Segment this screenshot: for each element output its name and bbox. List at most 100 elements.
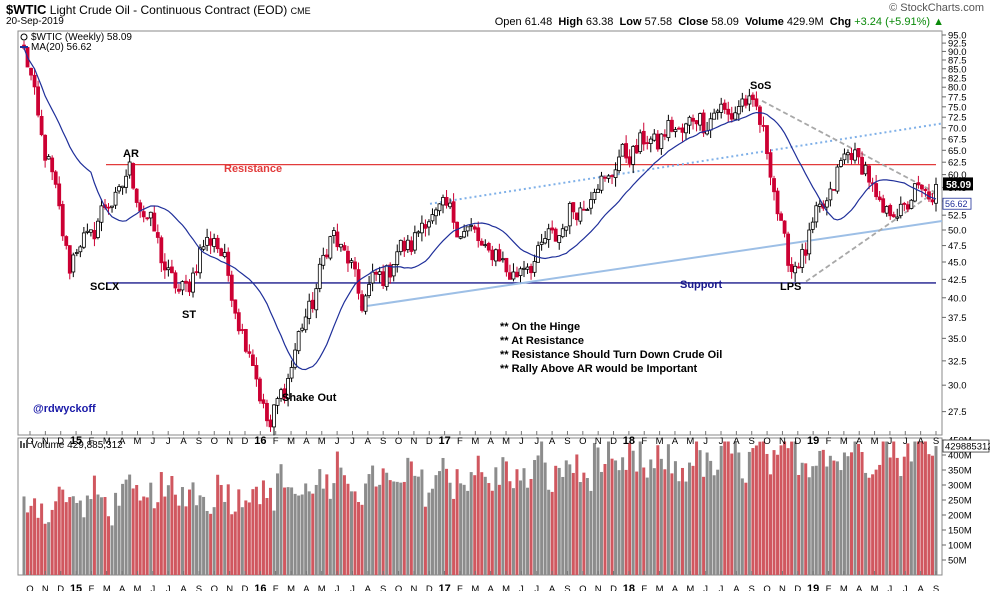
candle-body [677,127,681,130]
volume-bar [705,452,709,575]
x-tick-label: A [917,436,924,447]
volume-bar [339,467,343,575]
y-tick-label: 37.5 [948,313,967,324]
candle-body [268,419,273,428]
instrument-name: Light Crude Oil - Continuous Contract (E… [49,3,288,17]
volume-bar [191,482,195,575]
x-tick-label: O [579,584,586,591]
x-tick-label: N [410,584,417,591]
volume-bar [814,465,818,575]
volume-bar [392,481,396,575]
price-legend: $WTIC (Weekly) 58.09 MA(20) 56.62 [20,32,132,53]
candle-body [293,349,298,368]
volume-bar [247,502,251,575]
volume-bar [857,443,861,575]
ma-legend-text: MA(20) 56.62 [31,42,92,53]
candle-body [888,204,893,217]
candle-body [817,203,822,207]
volume-bar [758,441,762,575]
volume-bar [121,483,125,575]
volume-legend: Volume 429,885,312 [20,440,123,451]
candle-body [740,98,745,107]
volume-bar [311,493,315,575]
volume-bar [835,461,839,575]
candle-body [349,260,354,263]
wyckoff-label-resistance: Resistance [224,163,282,175]
candle-body [691,117,695,122]
candle-body [215,237,220,250]
candle-body [342,245,347,251]
candle-body [624,143,629,159]
candle-body [578,207,583,222]
x-tick-label: M [134,584,142,591]
x-tick-label: N [42,436,49,447]
wyckoff-label-ar: AR [123,148,139,160]
volume-bar [159,472,163,575]
volume-bar [642,467,646,575]
candle-body [99,205,104,223]
candle-body [141,211,146,218]
volume-bar [57,486,61,575]
volume-bar [821,449,825,575]
x-tick-label: 17 [438,435,450,447]
candle-body [437,203,442,212]
volume-bar [515,469,519,575]
candle-body [765,125,769,154]
brand-logo[interactable]: © StockCharts.com [889,2,984,14]
volume-bar [621,457,625,575]
x-tick-label: D [57,436,64,447]
candle-body [78,246,83,253]
x-tick-label: F [273,584,279,591]
candle-body [846,152,850,156]
chart-date: 20-Sep-2019 [6,16,64,27]
x-tick-label: M [103,436,111,447]
x-tick-label: O [211,584,218,591]
volume-bar [557,467,561,575]
candle-body [729,113,734,120]
candle-body [508,272,512,280]
volume-bar [226,484,230,575]
volume-bar [54,501,58,575]
volume-bar [497,484,501,575]
candle-body [377,271,382,275]
candle-body [476,227,481,242]
candle-body [877,196,882,201]
x-tick-label: D [794,584,801,591]
candle-body [606,175,611,179]
volume-bar [709,460,713,575]
price-legend-icon [20,33,28,41]
candle-body [786,233,791,266]
y-tick-label: 77.5 [948,92,967,103]
candle-body [824,200,829,208]
volume-bar [839,470,843,575]
volume-bar [744,482,748,575]
candle-body [243,329,248,352]
candle-body [867,165,871,183]
trend-line [359,220,943,309]
candle-body [916,182,921,186]
candle-body [638,132,643,152]
volume-bar [89,499,93,575]
candle-body [374,271,379,275]
candle-body [772,178,776,193]
candle-body [719,103,724,113]
volume-bar [878,464,882,575]
candle-body [46,156,51,160]
candle-body [800,249,805,268]
x-tick-label: 16 [254,583,266,591]
candle-body [515,271,519,278]
candle-body [395,251,400,265]
y-tick-label: 32.5 [948,356,967,367]
candle-body [201,246,206,250]
candle-body [444,196,449,206]
candle-body [610,175,614,177]
y-tick-label: 90.0 [948,47,967,58]
candle-body [448,202,452,208]
volume-bar [342,475,346,575]
y-tick-label: 72.5 [948,113,967,124]
candle-body [212,238,217,247]
candle-body [85,230,90,233]
x-tick-label: A [180,584,187,591]
x-tick-label: N [226,584,233,591]
candle-body [543,238,548,244]
